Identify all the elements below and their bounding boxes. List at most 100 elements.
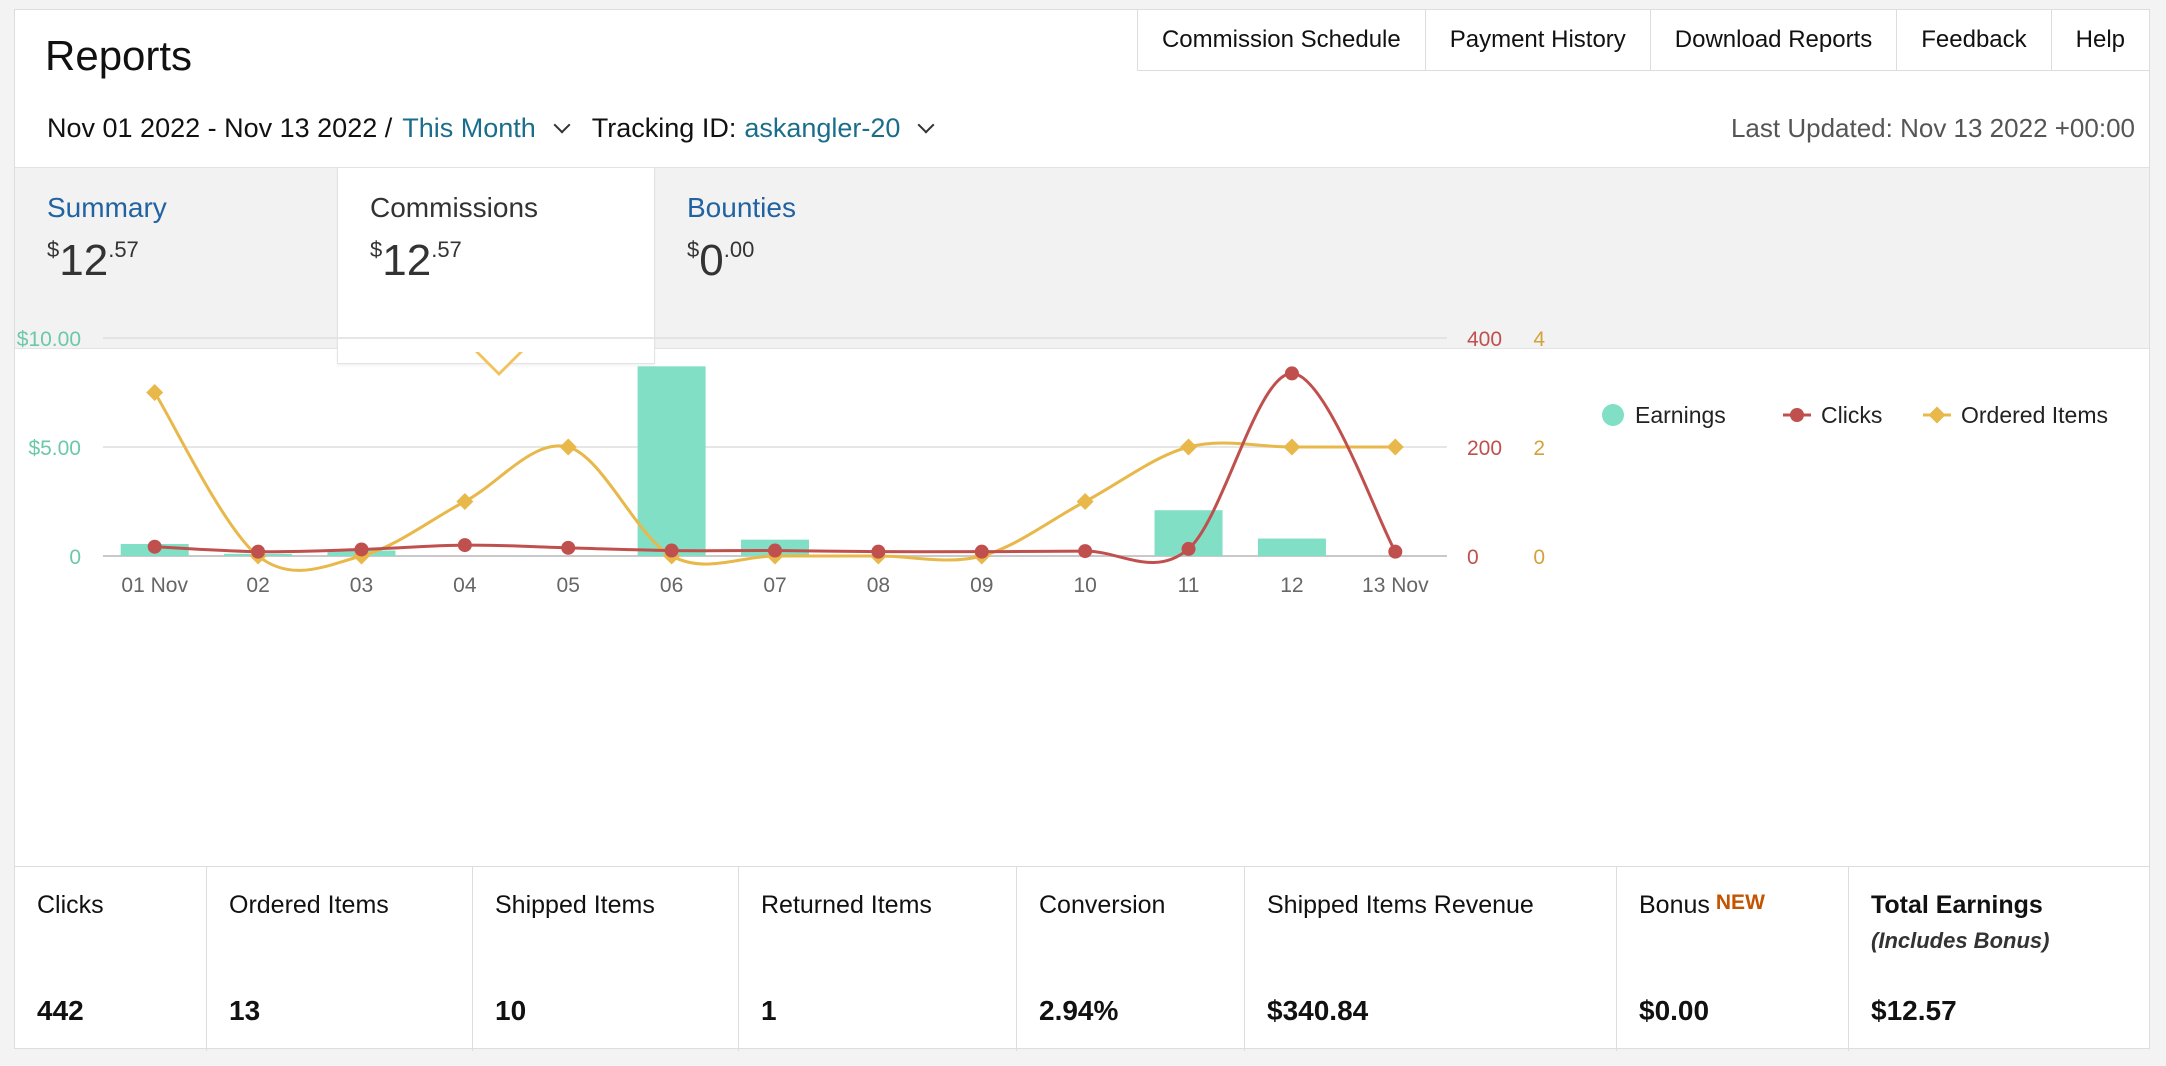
stat-label: Clicks: [37, 891, 104, 919]
payment-history-link[interactable]: Payment History: [1424, 10, 1650, 71]
x-tick-label: 07: [763, 574, 786, 597]
x-tick-label: 01 Nov: [121, 574, 188, 597]
x-tick-label: 09: [970, 574, 993, 597]
legend-earnings-icon: [1602, 404, 1624, 426]
stat-clicks: Clicks 442: [15, 867, 207, 1051]
clicks-point: [561, 540, 576, 555]
stat-label: Total Earnings: [1871, 891, 2043, 919]
stat-label: Shipped Items Revenue: [1267, 891, 1534, 919]
y-right-clicks-tick-label: 200: [1467, 437, 1502, 460]
stat-sublabel: (Includes Bonus): [1871, 928, 2050, 953]
y-right-clicks-tick-label: 0: [1467, 546, 1479, 569]
y-right-items-tick-label: 4: [1533, 328, 1545, 351]
stat-value: $0.00: [1639, 995, 1710, 1026]
earnings-bar: [637, 366, 706, 556]
stat-bonus: Bonus NEW $0.00: [1617, 867, 1849, 1051]
y-right-items-tick-label: 0: [1533, 546, 1545, 569]
stat-label: Shipped Items: [495, 891, 655, 919]
download-reports-link[interactable]: Download Reports: [1649, 10, 1897, 71]
clicks-point: [1388, 544, 1403, 559]
earnings-bar: [1257, 538, 1326, 556]
clicks-point: [147, 539, 162, 554]
ordered-items-point: [1283, 438, 1301, 456]
clicks-point: [974, 544, 989, 559]
feedback-link[interactable]: Feedback: [1896, 10, 2051, 71]
active-tab-pointer: [475, 350, 523, 376]
clicks-line: [154, 371, 1397, 565]
stat-value: 13: [229, 995, 261, 1026]
stat-value: 442: [37, 995, 84, 1026]
ordered-items-point: [1386, 438, 1404, 456]
ordered-items-point: [559, 438, 577, 456]
stat-ordered-items: Ordered Items 13: [207, 867, 473, 1051]
stat-value: 1: [761, 995, 777, 1026]
ordered-items-point: [146, 384, 164, 401]
tracking-label: Tracking ID:: [591, 113, 737, 143]
stat-label: Conversion: [1039, 891, 1166, 919]
last-updated: Last Updated: Nov 13 2022 +00:00: [1730, 113, 2135, 143]
ordered-items-point: [1076, 493, 1094, 510]
new-badge: NEW: [1715, 891, 1765, 914]
stat-shipped-revenue: Shipped Items Revenue $340.84: [1245, 867, 1617, 1051]
stat-value: $12.57: [1871, 995, 1957, 1026]
report-tabs: Summary $12.57 Commissions $12.57 Bounti…: [15, 167, 2149, 364]
y-left-tick-label: 0: [69, 546, 81, 569]
clicks-point: [768, 543, 782, 558]
stat-label: Ordered Items: [229, 891, 389, 919]
clicks-point: [664, 543, 679, 558]
x-tick-label: 04: [453, 574, 477, 597]
y-right-clicks-tick-label: 400: [1467, 328, 1502, 351]
tab-summary[interactable]: Summary $12.57: [15, 168, 337, 348]
legend-earnings-label: Earnings: [1635, 402, 1726, 428]
period-dropdown[interactable]: This Month: [402, 113, 536, 143]
y-left-tick-label: $5.00: [28, 437, 81, 460]
y-left-tick-label: $10.00: [17, 328, 81, 351]
tab-summary-label: Summary: [47, 192, 167, 223]
filters-bar: Nov 01 2022 - Nov 13 2022 / This Month T…: [47, 113, 946, 144]
x-tick-label: 03: [350, 574, 373, 597]
stat-total-earnings: Total Earnings (Includes Bonus) $12.57: [1849, 867, 2149, 1051]
top-nav: Commission Schedule Payment History Down…: [1136, 10, 2149, 71]
page-title: Reports: [45, 32, 193, 79]
stat-conversion: Conversion 2.94%: [1017, 867, 1245, 1051]
clicks-point: [1284, 366, 1299, 381]
clicks-point: [871, 544, 886, 559]
earnings-chart: $10.00 400 4$5.00 200 20 0 001 Nov 02 03 04 05 06 07…: [17, 328, 2108, 597]
stat-shipped-items: Shipped Items 10: [473, 867, 739, 1051]
x-tick-label: 10: [1073, 574, 1096, 597]
stat-value: 2.94%: [1039, 995, 1119, 1026]
x-tick-label: 02: [246, 574, 269, 597]
stat-returned-items: Returned Items 1: [739, 867, 1017, 1051]
clicks-point: [457, 538, 472, 553]
commission-schedule-link[interactable]: Commission Schedule: [1136, 10, 1425, 71]
clicks-point: [1181, 541, 1196, 556]
x-tick-label: 11: [1178, 574, 1200, 597]
date-range: Nov 01 2022 - Nov 13 2022 /: [47, 113, 393, 143]
tab-bounties-amount: $0.00: [687, 236, 755, 285]
legend-ordered-icon: [1928, 406, 1946, 424]
tracking-id-dropdown[interactable]: askangler-20: [744, 113, 901, 143]
x-tick-label: 06: [660, 574, 683, 597]
stat-value: 10: [495, 995, 527, 1026]
help-link[interactable]: Help: [2050, 10, 2149, 71]
x-tick-label: 12: [1280, 574, 1303, 597]
x-tick-label: 08: [867, 574, 890, 597]
legend-clicks-label: Clicks: [1821, 402, 1882, 428]
tab-bounties-label: Bounties: [687, 192, 796, 223]
ordered-items-point: [1180, 438, 1198, 456]
tab-bounties[interactable]: Bounties $0.00: [655, 168, 977, 348]
clicks-point: [1078, 544, 1093, 559]
tab-commissions-amount: $12.57: [370, 236, 462, 285]
stats-row: Clicks 442 Ordered Items 13 Shipped Item…: [15, 866, 2149, 1051]
reports-panel: Reports Commission Schedule Payment Hist…: [14, 9, 2150, 1051]
tab-commissions[interactable]: Commissions $12.57: [337, 168, 655, 364]
stat-value: $340.84: [1267, 995, 1369, 1026]
y-right-items-tick-label: 2: [1533, 437, 1545, 460]
clicks-point: [354, 542, 369, 557]
legend-ordered-label: Ordered Items: [1961, 402, 2108, 428]
ordered-items-point: [456, 493, 474, 510]
tab-commissions-label: Commissions: [370, 192, 539, 223]
x-tick-label: 05: [557, 574, 580, 597]
stat-label: Returned Items: [761, 891, 932, 919]
x-tick-label: 13 Nov: [1362, 574, 1429, 597]
